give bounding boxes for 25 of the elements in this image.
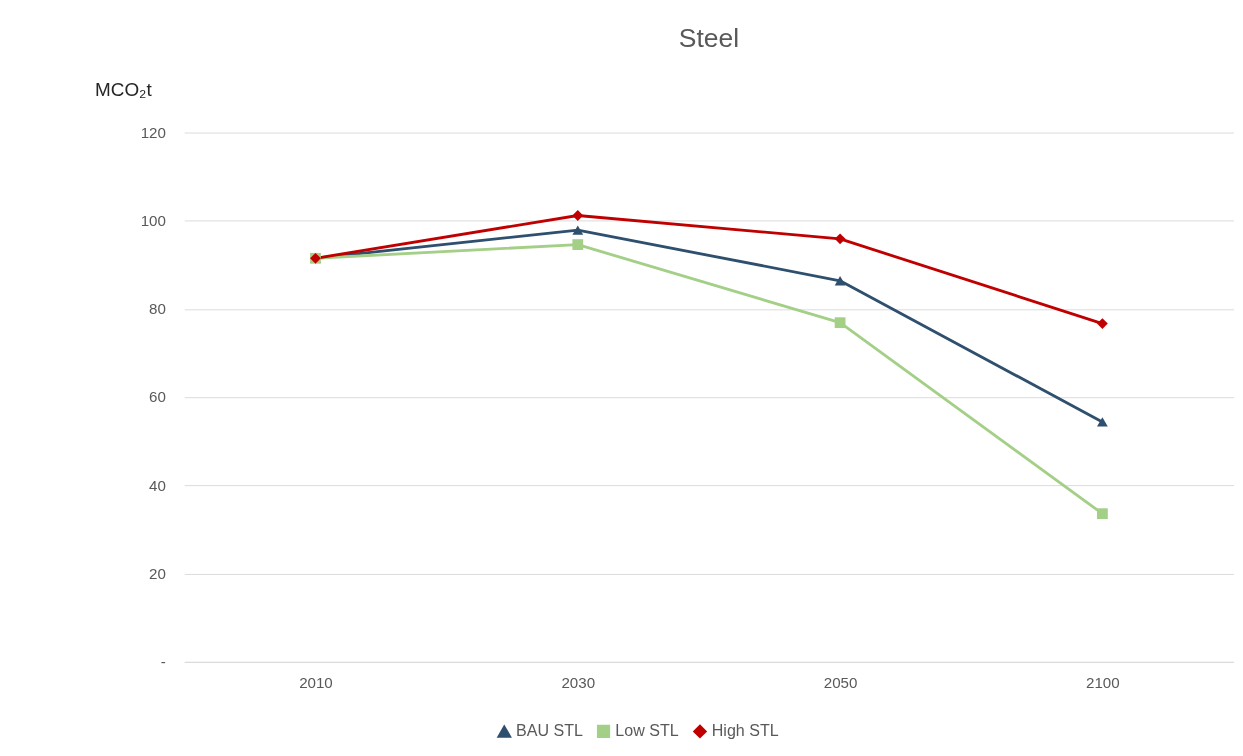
- y-tick-label: 40: [149, 476, 166, 494]
- x-tick-label: 2100: [1086, 673, 1120, 691]
- point: [834, 233, 846, 245]
- point: [834, 276, 846, 286]
- x-tick-label: 2030: [561, 673, 596, 691]
- x-tick-label: 2050: [823, 673, 858, 691]
- legend-label: Low STL: [615, 721, 679, 740]
- chart-title: Steel: [678, 22, 740, 53]
- point: [1097, 318, 1108, 329]
- y-axis-title: MCO₂t: [95, 79, 153, 101]
- y-tick-label: 20: [149, 564, 166, 582]
- point: [1097, 508, 1108, 520]
- y-tick-label: 100: [140, 211, 166, 229]
- legend-label: BAU STL: [516, 721, 584, 740]
- point: [834, 317, 846, 329]
- point: [572, 210, 584, 221]
- y-tick-label: 60: [149, 388, 166, 406]
- point: [572, 239, 584, 250]
- point: [572, 225, 584, 235]
- y-tick-label: 120: [140, 123, 166, 141]
- y-tick-label: 80: [149, 300, 166, 318]
- y-tick-label: -: [160, 653, 166, 671]
- point: [1097, 417, 1108, 427]
- x-tick-label: 2010: [299, 673, 333, 691]
- legend-label: High STL: [711, 721, 779, 740]
